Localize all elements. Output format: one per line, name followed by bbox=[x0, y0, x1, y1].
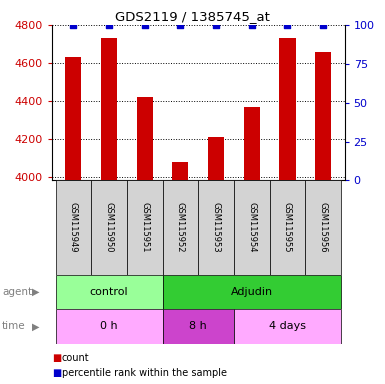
Bar bbox=[280, 38, 296, 180]
Point bbox=[142, 22, 148, 28]
Text: GDS2119 / 1385745_at: GDS2119 / 1385745_at bbox=[115, 10, 270, 23]
FancyBboxPatch shape bbox=[55, 309, 162, 344]
FancyBboxPatch shape bbox=[270, 180, 305, 275]
Text: Adjudin: Adjudin bbox=[231, 287, 273, 297]
Bar bbox=[65, 57, 81, 180]
FancyBboxPatch shape bbox=[162, 180, 198, 275]
Point bbox=[213, 22, 219, 28]
Bar bbox=[172, 162, 189, 180]
Point bbox=[249, 22, 255, 28]
FancyBboxPatch shape bbox=[305, 180, 341, 275]
FancyBboxPatch shape bbox=[234, 180, 270, 275]
FancyBboxPatch shape bbox=[55, 180, 91, 275]
Text: GSM115949: GSM115949 bbox=[69, 202, 78, 253]
Text: agent: agent bbox=[2, 287, 32, 297]
FancyBboxPatch shape bbox=[234, 309, 341, 344]
Bar bbox=[101, 38, 117, 180]
Text: ▶: ▶ bbox=[32, 287, 40, 297]
Bar bbox=[244, 106, 260, 180]
FancyBboxPatch shape bbox=[91, 180, 127, 275]
Point bbox=[320, 22, 326, 28]
Bar bbox=[137, 97, 153, 180]
Text: ▶: ▶ bbox=[32, 321, 40, 331]
Text: GSM115956: GSM115956 bbox=[319, 202, 328, 253]
Bar bbox=[208, 137, 224, 180]
Text: time: time bbox=[2, 321, 25, 331]
Text: percentile rank within the sample: percentile rank within the sample bbox=[62, 368, 227, 378]
Point bbox=[177, 22, 184, 28]
Point bbox=[106, 22, 112, 28]
Text: 8 h: 8 h bbox=[189, 321, 207, 331]
Text: 0 h: 0 h bbox=[100, 321, 118, 331]
Text: GSM115950: GSM115950 bbox=[105, 202, 114, 253]
Point bbox=[285, 22, 291, 28]
Text: ■: ■ bbox=[52, 368, 61, 378]
Text: GSM115955: GSM115955 bbox=[283, 202, 292, 253]
FancyBboxPatch shape bbox=[198, 180, 234, 275]
Bar bbox=[315, 51, 331, 180]
Text: GSM115952: GSM115952 bbox=[176, 202, 185, 253]
Text: GSM115954: GSM115954 bbox=[247, 202, 256, 253]
FancyBboxPatch shape bbox=[55, 275, 162, 309]
Text: 4 days: 4 days bbox=[269, 321, 306, 331]
FancyBboxPatch shape bbox=[162, 309, 234, 344]
Text: GSM115953: GSM115953 bbox=[212, 202, 221, 253]
Text: ■: ■ bbox=[52, 353, 61, 363]
FancyBboxPatch shape bbox=[162, 275, 341, 309]
Text: count: count bbox=[62, 353, 89, 363]
Point bbox=[70, 22, 77, 28]
FancyBboxPatch shape bbox=[127, 180, 162, 275]
Text: control: control bbox=[90, 287, 128, 297]
Text: GSM115951: GSM115951 bbox=[140, 202, 149, 253]
